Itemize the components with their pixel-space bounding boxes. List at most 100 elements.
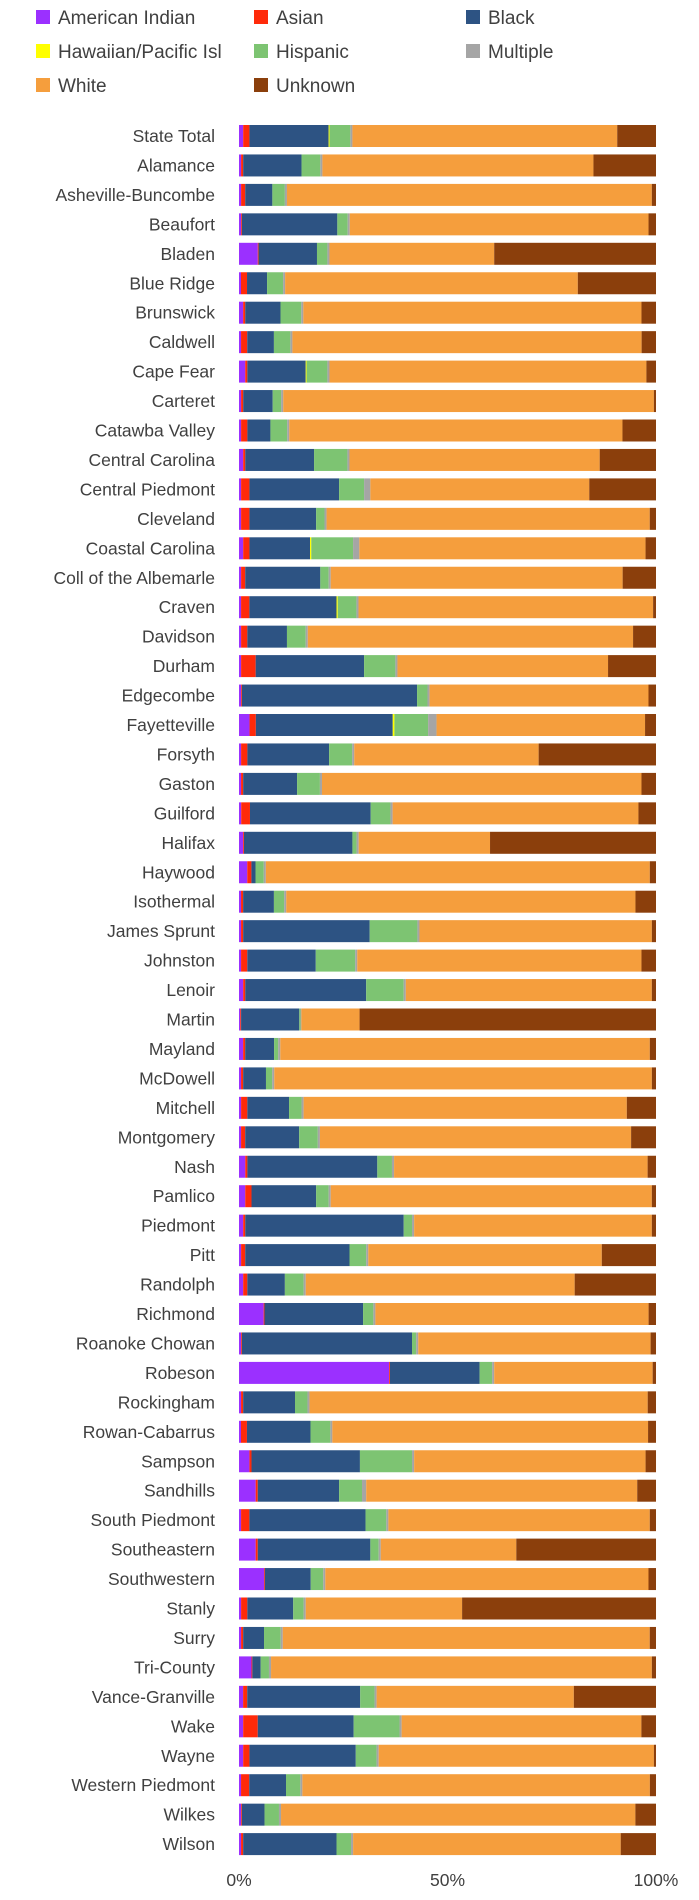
bar-central-carolina-multiple xyxy=(347,448,350,471)
bar-bladen-white xyxy=(329,242,495,265)
bar-martin-unknown xyxy=(359,1008,656,1031)
bar-haywood-multiple xyxy=(263,861,266,884)
bar-forsyth-unknown xyxy=(538,743,656,766)
bar-mcdowell-white xyxy=(274,1067,652,1090)
bar-southeastern-asian xyxy=(255,1538,258,1561)
category-label-central-carolina: Central Carolina xyxy=(89,450,216,470)
bar-james-sprunt-hispanic xyxy=(369,920,418,943)
bar-montgomery-asian xyxy=(241,1126,246,1149)
bar-mcdowell-hispanic xyxy=(265,1067,273,1090)
bar-coastal-carolina-american-indian xyxy=(239,537,244,560)
bar-martin-multiple xyxy=(300,1008,302,1031)
bar-wayne-unknown xyxy=(653,1744,656,1767)
bar-central-carolina-asian xyxy=(243,448,246,471)
category-label-forsyth: Forsyth xyxy=(157,744,215,764)
bar-western-piedmont-black xyxy=(249,1774,287,1797)
bar-halifax-black xyxy=(244,831,353,854)
bar-southeastern-american-indian xyxy=(239,1538,256,1561)
bar-wilson-unknown xyxy=(620,1833,656,1856)
bar-edgecombe-american-indian xyxy=(239,684,242,707)
bar-wayne-hispanic xyxy=(355,1744,377,1767)
bar-guilford-american-indian xyxy=(239,802,242,825)
bar-coll-of-the-albemarle-unknown xyxy=(622,566,656,589)
bar-southwestern-unknown xyxy=(648,1568,656,1591)
bar-south-piedmont-unknown xyxy=(649,1509,656,1532)
bar-roanoke-chowan-american-indian xyxy=(239,1332,242,1355)
bar-pamlico-unknown xyxy=(651,1185,656,1208)
legend-label-black: Black xyxy=(488,8,535,29)
bar-sandhills-american-indian xyxy=(239,1479,256,1502)
bar-sampson-white xyxy=(414,1450,646,1473)
bar-fayetteville-white xyxy=(436,714,646,736)
bar-mitchell-white xyxy=(303,1096,627,1119)
bar-nash-unknown xyxy=(647,1155,656,1178)
bar-forsyth-black xyxy=(247,743,330,766)
bar-catawba-valley-unknown xyxy=(622,419,656,442)
bar-rockingham-multiple xyxy=(307,1391,310,1414)
bar-nash-white xyxy=(394,1155,648,1178)
bar-fayetteville-asian xyxy=(249,714,256,736)
bar-craven-asian xyxy=(241,596,250,619)
bar-robeson-white xyxy=(494,1361,653,1384)
bar-johnston-asian xyxy=(241,949,248,972)
category-label-craven: Craven xyxy=(159,597,215,617)
bar-blue-ridge-multiple xyxy=(283,272,286,295)
bar-cape-fear-asian xyxy=(245,360,248,383)
category-label-edgecombe: Edgecombe xyxy=(122,686,215,706)
bar-haywood-black xyxy=(251,861,256,884)
bar-rockingham-unknown xyxy=(647,1391,656,1414)
bar-forsyth-american-indian xyxy=(239,743,242,766)
bar-tri-county-black xyxy=(252,1656,261,1679)
bar-rowan-cabarrus-white xyxy=(332,1420,649,1443)
bar-edgecombe-black xyxy=(241,684,418,707)
legend-label-unknown: Unknown xyxy=(276,76,355,97)
category-label-randolph: Randolph xyxy=(140,1275,215,1295)
bar-surry-american-indian xyxy=(239,1626,242,1649)
bar-forsyth-multiple xyxy=(352,743,355,766)
bar-caldwell-white xyxy=(292,331,642,354)
bar-pamlico-black xyxy=(251,1185,317,1208)
bar-mayland-hispanic xyxy=(274,1037,279,1060)
category-label-coll-of-the-albemarle: Coll of the Albemarle xyxy=(54,568,215,588)
bar-mcdowell-american-indian xyxy=(239,1067,242,1090)
bar-southwestern-hispanic xyxy=(310,1568,324,1591)
bar-alamance-american-indian xyxy=(239,154,242,177)
category-label-richmond: Richmond xyxy=(136,1304,215,1324)
bar-piedmont-white xyxy=(414,1214,652,1237)
bar-guilford-black xyxy=(249,802,371,825)
bar-rowan-cabarrus-multiple xyxy=(330,1420,333,1443)
bar-wake-asian xyxy=(243,1715,258,1738)
bar-rockingham-white xyxy=(309,1391,648,1414)
bar-state-total-black xyxy=(249,125,329,147)
bar-piedmont-asian xyxy=(243,1214,246,1237)
bar-alamance-asian xyxy=(241,154,244,177)
bar-robeson-unknown xyxy=(652,1361,656,1384)
bar-south-piedmont-asian xyxy=(241,1509,250,1532)
bar-guilford-white xyxy=(392,802,639,825)
bar-beaufort-unknown xyxy=(648,213,656,236)
bar-mitchell-asian xyxy=(241,1096,248,1119)
bar-wilson-hispanic xyxy=(336,1833,352,1856)
legend-label-white: White xyxy=(58,76,107,97)
bar-haywood-unknown xyxy=(649,861,656,884)
bar-nash-american-indian xyxy=(239,1155,246,1178)
bar-randolph-black xyxy=(247,1273,285,1296)
bar-cleveland-unknown xyxy=(649,507,656,530)
bar-rowan-cabarrus-hispanic xyxy=(310,1420,331,1443)
bar-vance-granville-american-indian xyxy=(239,1685,244,1708)
bar-vance-granville-hispanic xyxy=(360,1685,375,1708)
bar-rowan-cabarrus-american-indian xyxy=(239,1420,241,1443)
bar-mitchell-multiple xyxy=(301,1096,304,1119)
category-label-stanly: Stanly xyxy=(166,1599,215,1619)
bar-roanoke-chowan-multiple xyxy=(416,1332,419,1355)
bar-gaston-hispanic xyxy=(297,772,320,795)
x-tick-label-2: 100% xyxy=(634,1870,679,1890)
bar-randolph-white xyxy=(305,1273,575,1296)
bar-alamance-unknown xyxy=(593,154,656,177)
bar-stanly-white xyxy=(305,1597,463,1620)
bar-stanly-black xyxy=(247,1597,294,1620)
bar-martin-white xyxy=(301,1008,360,1031)
bar-coastal-carolina-asian xyxy=(243,537,250,560)
bar-richmond-unknown xyxy=(648,1303,656,1325)
